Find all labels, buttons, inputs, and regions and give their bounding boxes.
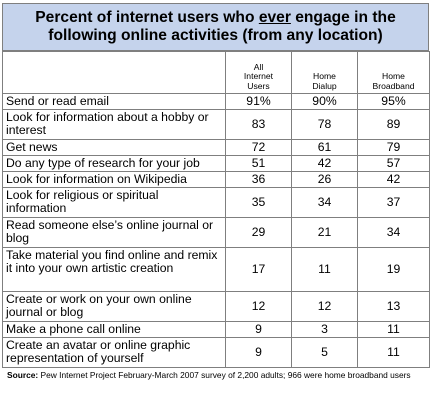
- row-label: Do any type of research for your job: [2, 155, 226, 172]
- value-home-dialup: 78: [291, 109, 358, 140]
- value-all-users: 29: [225, 217, 292, 248]
- table-row: Do any type of research for your job 51 42…: [2, 155, 430, 172]
- value-all-users: 9: [225, 337, 292, 368]
- table-row: Make a phone call online 9 3 11: [2, 321, 430, 338]
- value-home-dialup: 34: [291, 187, 358, 218]
- value-home-broadband: 57: [357, 155, 430, 172]
- table-body: Send or read email 91% 90% 95% Look for info…: [2, 93, 430, 368]
- title-line-1: Percent of internet users who ever engag…: [7, 9, 424, 27]
- header-blank: [2, 51, 226, 94]
- value-home-broadband: 37: [357, 187, 430, 218]
- value-home-dialup: 21: [291, 217, 358, 248]
- header-row: All Internet Users Home Dialup Home Broadban…: [2, 51, 430, 94]
- row-label: Look for information about a hobby or in…: [2, 109, 226, 140]
- value-home-broadband: 11: [357, 337, 430, 368]
- value-home-dialup: 61: [291, 139, 358, 156]
- value-home-broadband: 13: [357, 291, 430, 322]
- value-all-users: 91%: [225, 93, 292, 110]
- value-all-users: 83: [225, 109, 292, 140]
- column-header-all: All Internet Users: [225, 51, 292, 94]
- value-home-broadband: 19: [357, 247, 430, 292]
- data-table: All Internet Users Home Dialup Home Broadban…: [2, 51, 430, 368]
- value-home-broadband: 95%: [357, 93, 430, 110]
- value-home-dialup: 90%: [291, 93, 358, 110]
- row-label: Send or read email: [2, 93, 226, 110]
- row-label: Read someone else’s online journal or bl…: [2, 217, 226, 248]
- value-home-broadband: 42: [357, 171, 430, 188]
- table-row: Create or work on your own online journa…: [2, 291, 430, 322]
- table-row: Get news 72 61 79: [2, 139, 430, 156]
- source-prefix: Source:: [7, 370, 39, 380]
- table-row: Look for religious or spiritual informat…: [2, 187, 430, 218]
- table-row: Send or read email 91% 90% 95%: [2, 93, 430, 110]
- title-text-start: Percent of internet users who: [35, 9, 259, 26]
- row-label: Look for information on Wikipedia: [2, 171, 226, 188]
- value-all-users: 12: [225, 291, 292, 322]
- value-home-dialup: 26: [291, 171, 358, 188]
- value-all-users: 36: [225, 171, 292, 188]
- row-label: Get news: [2, 139, 226, 156]
- value-all-users: 35: [225, 187, 292, 218]
- title-text-end: engage in the: [290, 9, 396, 26]
- value-home-dialup: 12: [291, 291, 358, 322]
- value-all-users: 17: [225, 247, 292, 292]
- table-row: Look for information on Wikipedia 36 26 42: [2, 171, 430, 188]
- row-label: Make a phone call online: [2, 321, 226, 338]
- value-home-broadband: 79: [357, 139, 430, 156]
- source-text: Pew Internet Project February-March 2007…: [38, 370, 411, 380]
- value-home-dialup: 5: [291, 337, 358, 368]
- value-all-users: 72: [225, 139, 292, 156]
- table-title: Percent of internet users who ever engag…: [2, 3, 429, 51]
- row-label: Look for religious or spiritual informat…: [2, 187, 226, 218]
- table-figure: Percent of internet users who ever engag…: [2, 3, 430, 380]
- column-header-broadband: Home Broadband: [357, 51, 430, 94]
- value-home-dialup: 11: [291, 247, 358, 292]
- row-label: Create or work on your own online journa…: [2, 291, 226, 322]
- source-note: Source: Pew Internet Project February-Ma…: [2, 370, 429, 380]
- table-row: Read someone else’s online journal or bl…: [2, 217, 430, 248]
- column-header-dialup: Home Dialup: [291, 51, 358, 94]
- row-label: Create an avatar or online graphic repre…: [2, 337, 226, 368]
- value-all-users: 51: [225, 155, 292, 172]
- value-home-broadband: 34: [357, 217, 430, 248]
- value-home-broadband: 11: [357, 321, 430, 338]
- title-emphasis: ever: [258, 9, 291, 26]
- title-line-2: following online activities (from any lo…: [48, 27, 383, 44]
- value-home-dialup: 3: [291, 321, 358, 338]
- row-label: Take material you find online and remix …: [2, 247, 226, 292]
- table-row: Look for information about a hobby or in…: [2, 109, 430, 140]
- value-home-broadband: 89: [357, 109, 430, 140]
- table-row: Take material you find online and remix …: [2, 247, 430, 292]
- value-home-dialup: 42: [291, 155, 358, 172]
- table-row: Create an avatar or online graphic repre…: [2, 337, 430, 368]
- value-all-users: 9: [225, 321, 292, 338]
